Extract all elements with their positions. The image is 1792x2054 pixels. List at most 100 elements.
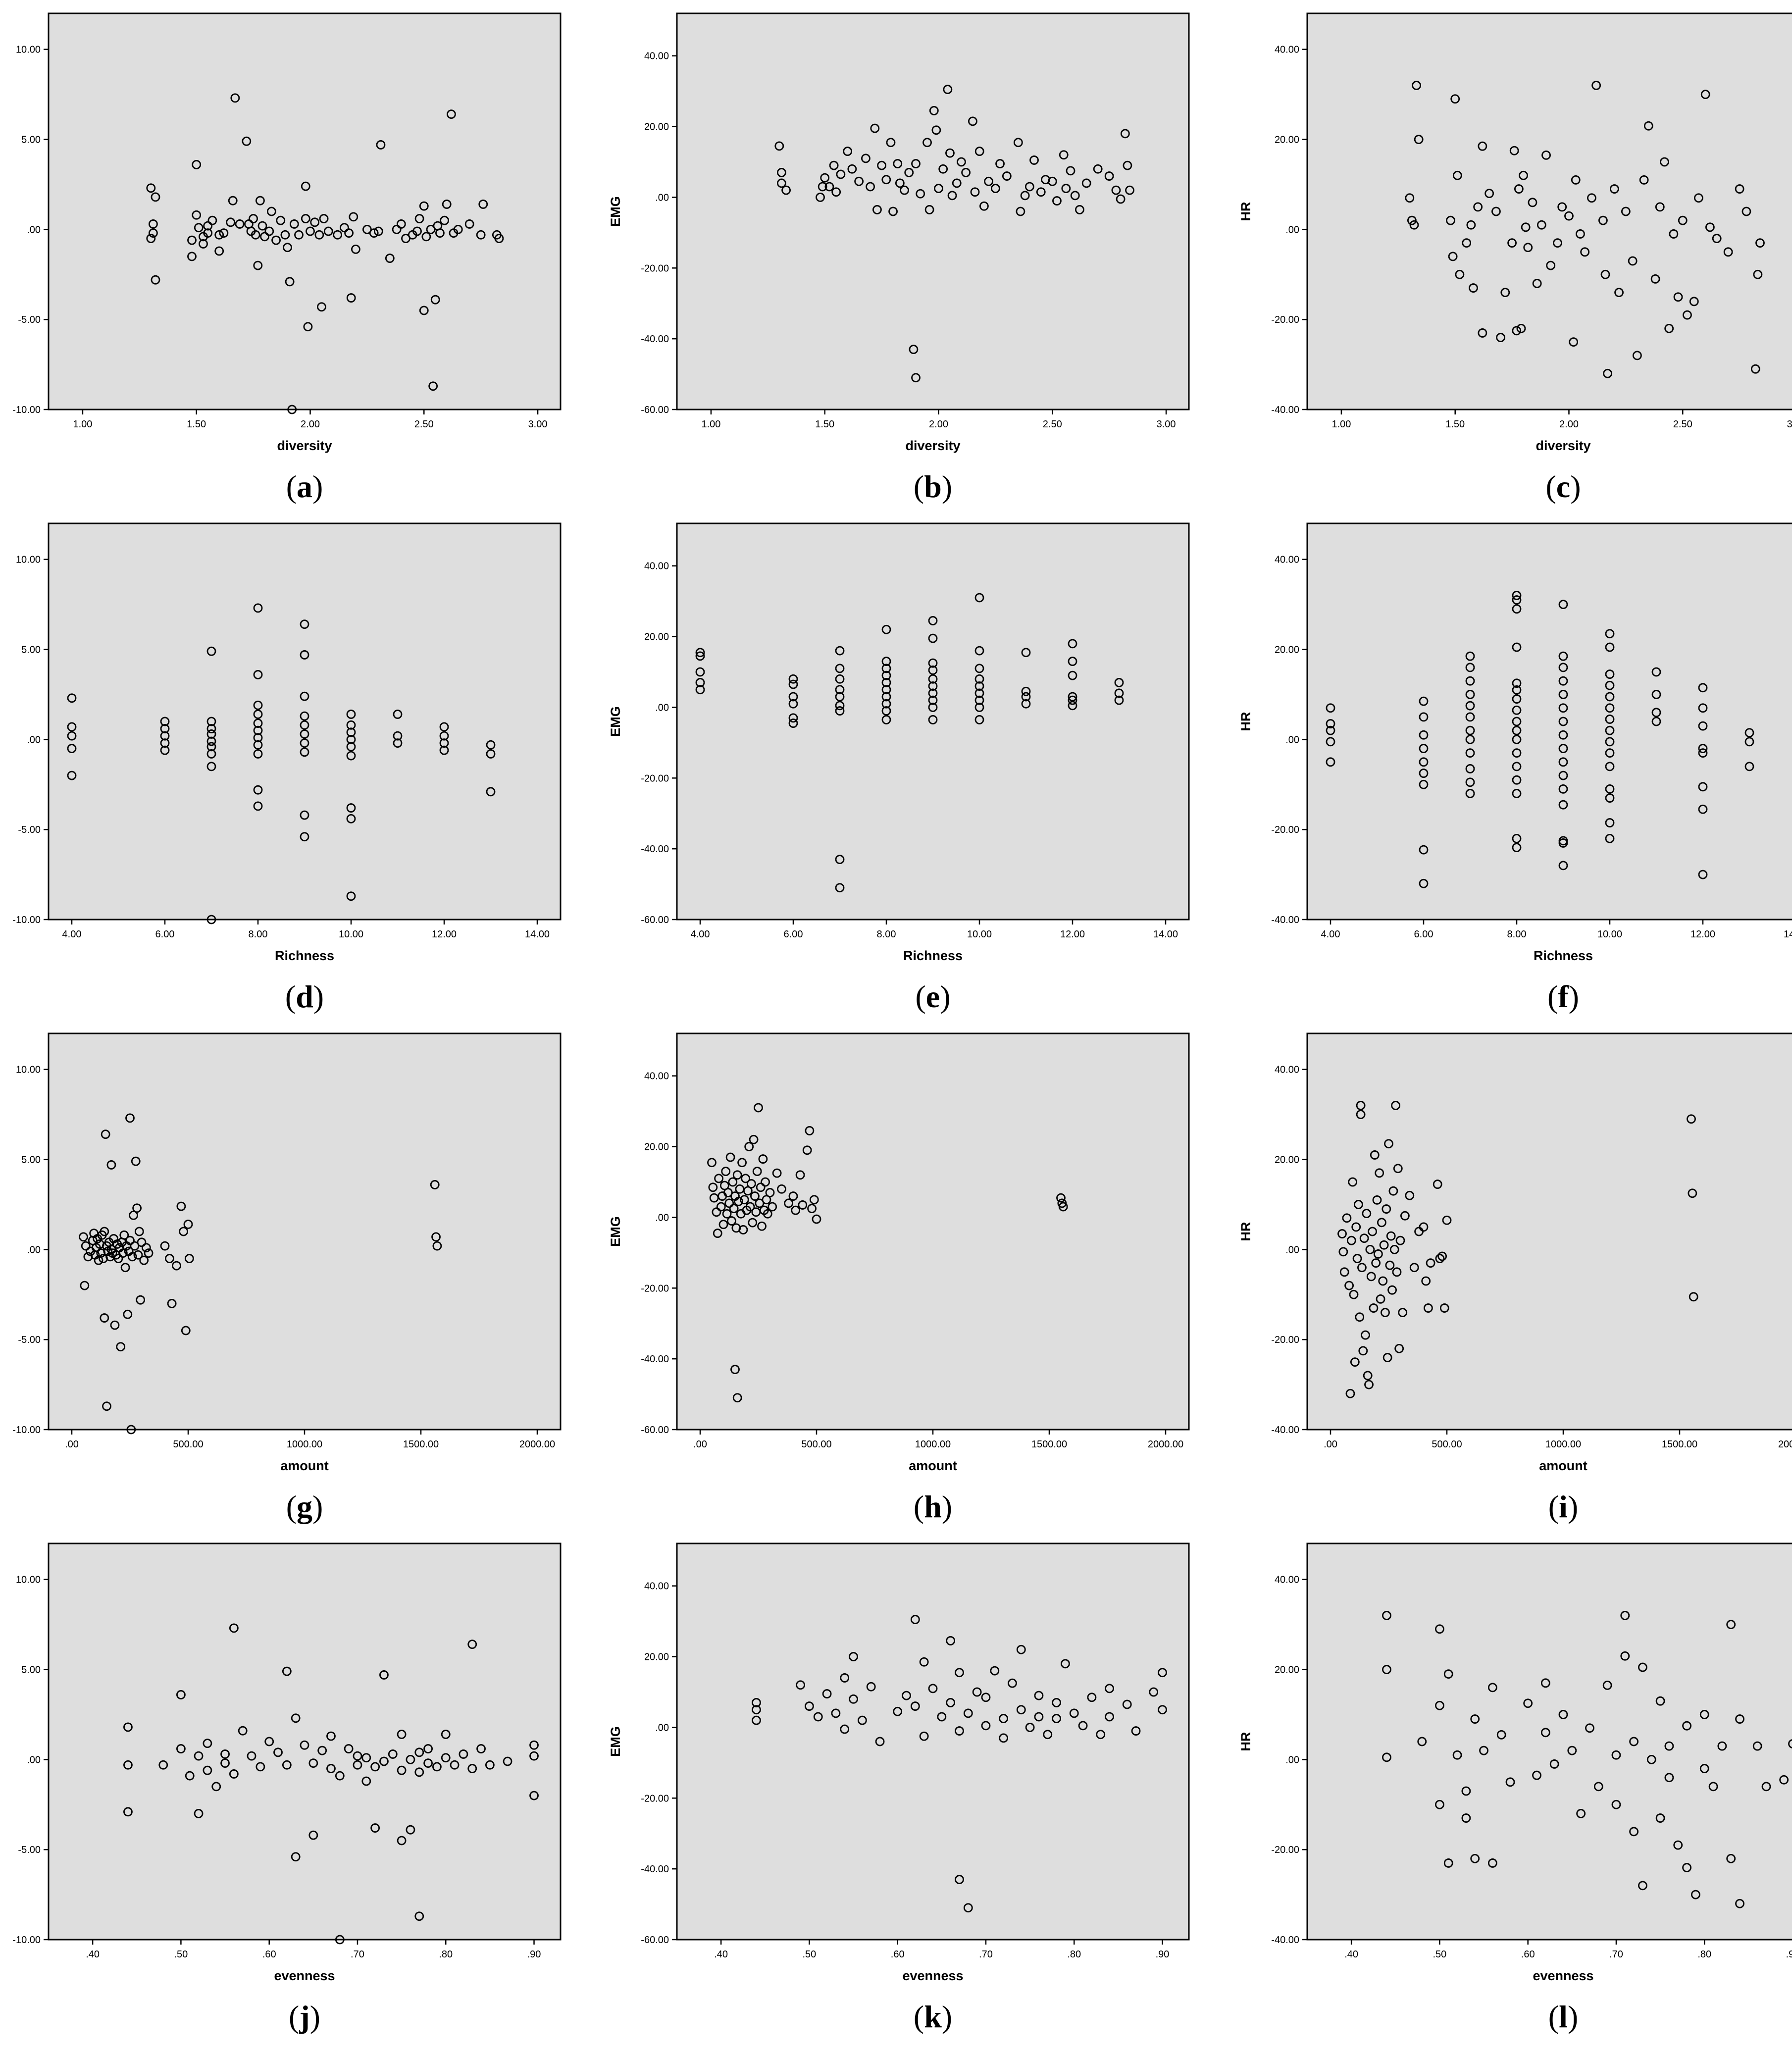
x-tick-label: .90 xyxy=(527,1949,541,1960)
data-point xyxy=(695,685,705,695)
data-point xyxy=(747,1179,756,1188)
data-point xyxy=(748,1218,758,1228)
data-point xyxy=(253,733,263,743)
data-point xyxy=(1435,1254,1445,1263)
data-point xyxy=(476,1744,486,1753)
data-point xyxy=(928,703,938,712)
data-point xyxy=(1326,757,1335,767)
data-point xyxy=(346,720,356,730)
data-point xyxy=(968,116,977,126)
data-point xyxy=(772,1168,782,1178)
data-point xyxy=(854,176,864,186)
data-point xyxy=(745,1202,755,1212)
y-tick-label: -20.00 xyxy=(641,773,669,784)
y-tick-label: -60.00 xyxy=(641,1935,669,1946)
x-tick-label: 2.00 xyxy=(1559,419,1579,430)
data-point xyxy=(1409,1263,1419,1273)
data-point xyxy=(1096,1730,1106,1740)
y-tick-label: -10.00 xyxy=(12,1425,41,1436)
data-point xyxy=(1024,182,1034,192)
data-point xyxy=(749,1134,759,1144)
data-point xyxy=(306,226,315,236)
y-tick-label: .00 xyxy=(27,224,41,235)
data-point xyxy=(1700,90,1710,100)
data-point xyxy=(464,219,474,229)
data-point xyxy=(253,700,263,710)
y-tick-label: -5.00 xyxy=(18,1845,41,1855)
y-tick-label: -40.00 xyxy=(641,1864,669,1875)
data-point xyxy=(453,224,463,234)
chart-caption: (k) xyxy=(914,1999,952,2034)
data-point xyxy=(376,140,386,150)
data-point xyxy=(176,1744,186,1753)
data-point xyxy=(1500,288,1510,298)
x-tick-label: 1.50 xyxy=(187,419,206,430)
data-point xyxy=(120,1263,130,1273)
y-tick-label: 5.00 xyxy=(21,1665,41,1676)
data-point xyxy=(1377,1218,1386,1228)
data-point xyxy=(1512,843,1522,852)
data-point xyxy=(249,214,258,223)
data-point xyxy=(1016,1644,1026,1654)
data-point xyxy=(273,1747,283,1757)
x-axis-label: amount xyxy=(909,1458,957,1473)
data-point xyxy=(253,670,263,679)
x-tick-label: 1500.00 xyxy=(403,1439,439,1450)
y-tick-label: 20.00 xyxy=(644,632,669,643)
data-point xyxy=(881,657,891,666)
x-tick-label: 8.00 xyxy=(249,929,268,940)
data-point xyxy=(1487,1858,1497,1868)
x-tick-label: .70 xyxy=(1609,1949,1623,1960)
data-point xyxy=(271,235,281,245)
y-tick-label: .00 xyxy=(27,1244,41,1255)
data-point xyxy=(1056,1193,1066,1203)
chart-caption: (l) xyxy=(1548,1999,1578,2034)
data-point xyxy=(206,729,216,739)
data-point xyxy=(881,624,891,634)
data-point xyxy=(1394,1343,1404,1353)
y-tick-label: -5.00 xyxy=(18,314,41,325)
data-point xyxy=(1646,1754,1656,1764)
data-point xyxy=(1373,1249,1383,1259)
data-point xyxy=(440,215,450,225)
data-point xyxy=(158,1760,168,1770)
data-point xyxy=(282,1666,292,1676)
x-tick-label: 14.00 xyxy=(525,929,550,940)
data-point xyxy=(835,664,845,673)
y-axis-label: HR xyxy=(1238,1732,1253,1751)
data-point xyxy=(207,215,217,225)
data-point xyxy=(1382,1611,1391,1620)
data-point xyxy=(1516,323,1526,333)
data-point xyxy=(260,232,269,242)
data-point xyxy=(1409,220,1419,230)
data-point xyxy=(984,176,993,186)
data-point xyxy=(1111,185,1121,195)
data-point xyxy=(1122,1699,1132,1709)
data-point xyxy=(301,181,310,191)
x-tick-label: .50 xyxy=(803,1949,817,1960)
data-point xyxy=(351,244,360,254)
data-point xyxy=(1638,1881,1647,1891)
chart-caption: (b) xyxy=(914,469,952,504)
data-point xyxy=(397,1730,407,1739)
data-point xyxy=(1698,804,1708,814)
data-point xyxy=(300,711,309,721)
data-point xyxy=(1485,189,1494,199)
data-point xyxy=(346,814,356,823)
data-point xyxy=(423,1744,433,1753)
data-point xyxy=(761,1177,770,1187)
data-point xyxy=(300,619,309,629)
data-point xyxy=(835,706,845,716)
data-point xyxy=(133,1250,143,1260)
data-point xyxy=(1069,1708,1079,1718)
data-point xyxy=(1370,1150,1380,1160)
data-point xyxy=(67,693,77,703)
data-point xyxy=(974,703,984,712)
data-point xyxy=(79,1232,88,1242)
y-tick-label: 20.00 xyxy=(1275,135,1299,146)
y-tick-label: 10.00 xyxy=(16,555,41,565)
data-point xyxy=(1435,1624,1444,1634)
data-point xyxy=(974,593,984,603)
data-point xyxy=(1611,1750,1621,1760)
data-point xyxy=(1465,764,1475,773)
